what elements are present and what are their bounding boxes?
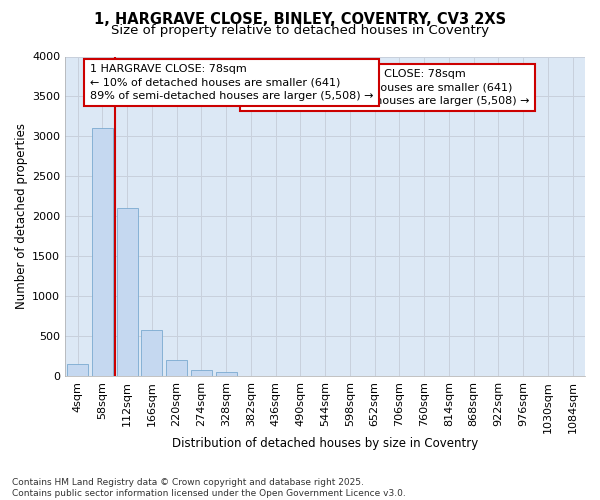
- Bar: [116, 208, 137, 376]
- Text: Contains HM Land Registry data © Crown copyright and database right 2025.
Contai: Contains HM Land Registry data © Crown c…: [12, 478, 406, 498]
- Text: Size of property relative to detached houses in Coventry: Size of property relative to detached ho…: [111, 24, 489, 37]
- Text: 1 HARGRAVE CLOSE: 78sqm
← 10% of detached houses are smaller (641)
89% of semi-d: 1 HARGRAVE CLOSE: 78sqm ← 10% of detache…: [246, 70, 529, 106]
- X-axis label: Distribution of detached houses by size in Coventry: Distribution of detached houses by size …: [172, 437, 478, 450]
- Bar: [67, 364, 88, 376]
- Bar: [92, 128, 113, 376]
- Text: 1 HARGRAVE CLOSE: 78sqm
← 10% of detached houses are smaller (641)
89% of semi-d: 1 HARGRAVE CLOSE: 78sqm ← 10% of detache…: [90, 64, 373, 101]
- Bar: [166, 360, 187, 376]
- Y-axis label: Number of detached properties: Number of detached properties: [15, 123, 28, 309]
- Text: 1, HARGRAVE CLOSE, BINLEY, COVENTRY, CV3 2XS: 1, HARGRAVE CLOSE, BINLEY, COVENTRY, CV3…: [94, 12, 506, 28]
- Bar: [141, 330, 163, 376]
- Bar: [215, 372, 236, 376]
- Bar: [191, 370, 212, 376]
